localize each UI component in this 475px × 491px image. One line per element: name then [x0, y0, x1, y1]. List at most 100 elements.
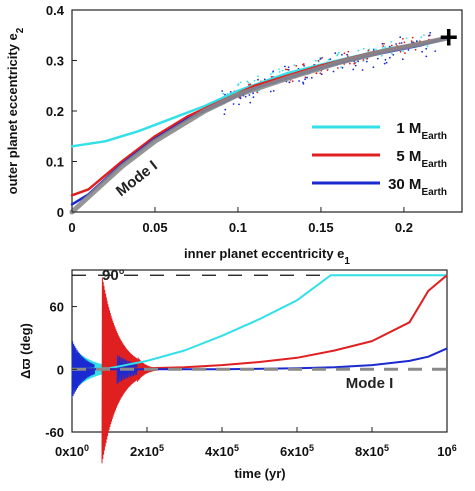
scatter-point — [321, 56, 323, 59]
x-tick-label: 0.15 — [308, 220, 333, 235]
top-series-lines — [69, 35, 452, 215]
scatter-point — [357, 60, 359, 63]
scatter-point — [272, 90, 275, 92]
scatter-point — [286, 68, 289, 71]
bottom-axis-ticks: 0x100 2x105 4x105 6x105 8x105 106 -60 0 60 — [45, 300, 457, 459]
y-tick-label: -60 — [45, 425, 64, 440]
scatter-point — [281, 69, 284, 72]
scatter-point — [383, 62, 386, 65]
y-tick-label: 60 — [50, 300, 64, 315]
legend-entry: 1 MEarth — [396, 120, 447, 142]
scatter-point — [248, 94, 251, 96]
scatter-point — [353, 62, 356, 65]
scatter-point — [390, 41, 393, 43]
scatter-point — [317, 59, 320, 62]
x-tick-label: 0x100 — [55, 443, 89, 459]
scatter-point — [362, 59, 365, 61]
scatter-point — [382, 45, 385, 47]
y-tick-label: 0.4 — [46, 3, 65, 18]
scatter-point — [237, 84, 239, 86]
scatter-point — [224, 108, 227, 111]
scatter-point — [304, 76, 307, 79]
x-tick-label: 0 — [68, 220, 75, 235]
scatter-point — [306, 76, 308, 79]
scatter-point — [329, 58, 332, 61]
scatter-point — [252, 92, 255, 95]
scatter-point — [326, 69, 329, 71]
top-x-axis-label: inner planet eccentricity e1 — [184, 246, 350, 267]
scatter-point — [257, 75, 259, 78]
y-tick-label: 0 — [57, 205, 64, 220]
scatter-point — [238, 103, 240, 106]
scatter-point — [365, 60, 368, 63]
x-tick-label: 0.1 — [229, 220, 247, 235]
scatter-point — [390, 44, 393, 47]
scatter-point — [411, 36, 414, 39]
scatter-point — [420, 36, 423, 39]
scatter-point — [246, 80, 249, 83]
scatter-point — [381, 47, 384, 49]
scatter-point — [410, 40, 413, 43]
scatter-point — [229, 91, 232, 93]
scatter-point — [398, 42, 401, 45]
scatter-point — [381, 42, 384, 45]
scatter-point — [395, 43, 397, 45]
scatter-point — [222, 92, 225, 95]
scatter-point — [361, 69, 364, 71]
scatter-point — [319, 72, 322, 75]
scatter-point — [278, 71, 281, 73]
scatter-point — [293, 64, 296, 66]
scatter-point — [298, 80, 300, 82]
bottom-x-axis-label: time (yr) — [234, 466, 285, 481]
scatter-point — [269, 90, 272, 93]
scatter-point — [302, 63, 304, 66]
scatter-point — [341, 66, 344, 69]
scatter-point — [239, 81, 242, 84]
top-scatter-points — [220, 31, 437, 115]
series-line — [69, 35, 452, 215]
scatter-point — [425, 55, 428, 58]
scatter-point — [429, 31, 432, 34]
x-tick-label: 4x105 — [205, 443, 239, 459]
bottom-y-axis-label: Δϖ (deg) — [18, 323, 33, 379]
y-tick-label: 0.1 — [46, 155, 64, 170]
scatter-point — [338, 51, 340, 54]
scatter-point — [384, 46, 386, 48]
x-tick-label: 8x105 — [355, 443, 389, 459]
oscillation-burst — [71, 341, 95, 399]
scatter-point — [315, 59, 317, 62]
scatter-point — [415, 40, 418, 43]
scatter-point — [249, 101, 252, 104]
scatter-point — [304, 78, 306, 81]
y-tick-label: 0.2 — [46, 104, 64, 119]
scatter-point — [402, 50, 405, 53]
scatter-point — [372, 66, 375, 69]
scatter-point — [223, 113, 226, 115]
x-tick-label: 2x105 — [130, 443, 164, 459]
y-tick-label: 0.3 — [46, 54, 64, 69]
scatter-point — [357, 49, 360, 52]
scatter-point — [399, 36, 402, 39]
scatter-point — [284, 65, 286, 68]
scatter-point — [349, 62, 351, 65]
scatter-point — [334, 52, 337, 55]
scatter-point — [278, 68, 280, 71]
scatter-point — [303, 65, 305, 67]
scatter-point — [302, 82, 305, 85]
legend-entry: 5 MEarth — [396, 148, 447, 170]
scatter-point — [366, 57, 369, 60]
scatter-point — [392, 54, 395, 56]
scatter-point — [383, 42, 385, 45]
top-axis-ticks: 0 0.05 0.1 0.15 0.2 0 0.1 0.2 0.3 0.4 — [46, 3, 413, 235]
top-legend: 1 MEarth 5 MEarth 30 MEarth — [312, 120, 447, 198]
scatter-point — [347, 50, 350, 53]
scatter-point — [407, 49, 410, 51]
scatter-point — [272, 70, 275, 73]
series-line — [71, 274, 447, 371]
scatter-point — [287, 69, 290, 71]
scatter-point — [385, 61, 388, 64]
scatter-point — [244, 95, 247, 98]
scatter-point — [253, 79, 256, 82]
scatter-point — [401, 58, 404, 61]
